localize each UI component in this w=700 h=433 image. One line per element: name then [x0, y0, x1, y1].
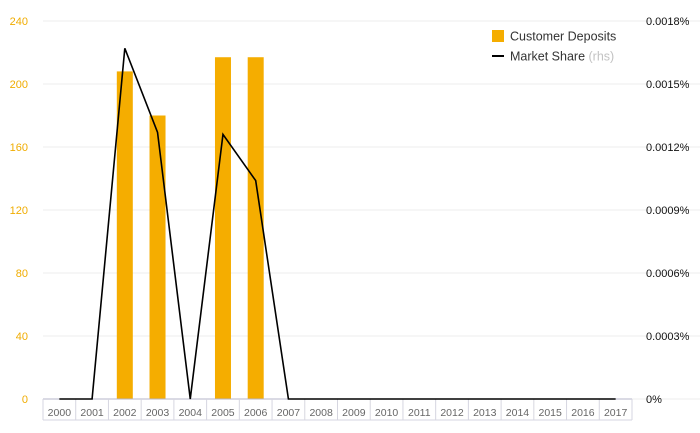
- left-axis-ticks: 0 40 80 120 160 200 240: [10, 16, 28, 406]
- left-tick-label: 0: [22, 394, 28, 406]
- line-series-market-share: [59, 48, 616, 400]
- right-tick-label: 0.0018%: [646, 16, 690, 28]
- x-tick-label-2006: 2006: [244, 407, 268, 419]
- x-tick-label-2005: 2005: [211, 407, 235, 419]
- x-tick-label-2011: 2011: [408, 407, 431, 419]
- bar-2006: [247, 57, 264, 399]
- legend: Customer Deposits Market Share (rhs): [492, 30, 616, 64]
- x-tick-label-2007: 2007: [277, 407, 301, 419]
- x-tick-label-2009: 2009: [342, 407, 366, 419]
- x-tick-label-2008: 2008: [309, 407, 333, 419]
- bar-series-customer-deposits: [116, 57, 264, 400]
- right-axis-ticks: 0% 0.0003% 0.0006% 0.0009% 0.0012% 0.0015% 0.0…: [646, 16, 690, 406]
- left-tick-label: 160: [10, 142, 28, 154]
- left-tick-label: 120: [10, 205, 28, 217]
- x-tick-label-2016: 2016: [571, 407, 595, 419]
- legend-label: Customer Deposits: [510, 30, 616, 44]
- x-axis: 2000 2001 2002 2003 2004 2005 2006 2007 2008 2009…: [42, 398, 633, 421]
- legend-label: Market Share (rhs): [510, 50, 614, 64]
- legend-swatch-customer-deposits: [492, 30, 504, 42]
- right-tick-label: 0.0003%: [646, 331, 690, 343]
- bar-2005: [214, 57, 231, 399]
- x-tick-label-2002: 2002: [113, 407, 137, 419]
- x-tick-label-2017: 2017: [604, 407, 628, 419]
- bar-2003: [149, 115, 166, 399]
- left-tick-label: 200: [10, 79, 28, 91]
- x-tick-label-2013: 2013: [473, 407, 497, 419]
- legend-label-suffix: (rhs): [585, 50, 614, 64]
- x-tick-label-2015: 2015: [539, 407, 563, 419]
- left-tick-label: 80: [16, 268, 28, 280]
- gridlines: [43, 20, 700, 400]
- x-tick-label-2003: 2003: [146, 407, 170, 419]
- x-tick-label-2001: 2001: [80, 407, 104, 419]
- left-tick-label: 240: [10, 16, 28, 28]
- x-tick-label-2010: 2010: [375, 407, 399, 419]
- x-tick-label-2000: 2000: [48, 407, 72, 419]
- x-tick-label-2012: 2012: [440, 407, 464, 419]
- market-share-line: [59, 48, 616, 400]
- right-tick-label: 0.0012%: [646, 142, 690, 154]
- left-tick-label: 40: [16, 331, 28, 343]
- right-tick-label: 0%: [646, 394, 662, 406]
- x-tick-label-2004: 2004: [179, 407, 203, 419]
- right-tick-label: 0.0015%: [646, 79, 690, 91]
- x-tick-label-2014: 2014: [506, 407, 530, 419]
- bar-2002: [116, 71, 133, 400]
- right-tick-label: 0.0006%: [646, 268, 690, 280]
- right-tick-label: 0.0009%: [646, 205, 690, 217]
